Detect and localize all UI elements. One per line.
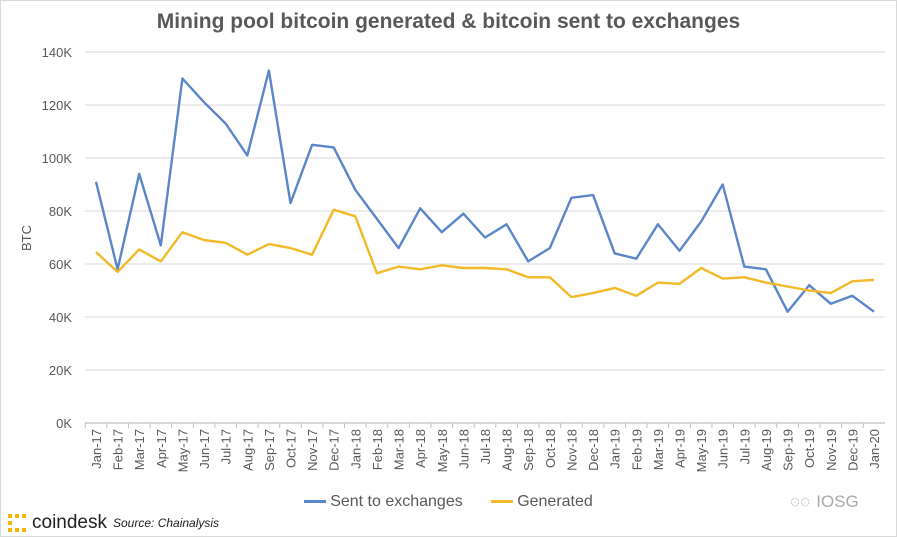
x-tick-label: Sep-18 [521, 429, 536, 471]
legend-swatch [491, 500, 514, 503]
x-tick-label: Jul-19 [737, 429, 752, 464]
x-tick-label: Jun-17 [197, 429, 212, 469]
watermark-text: IOSG [816, 492, 859, 511]
x-tick-label: Nov-19 [824, 429, 839, 471]
x-tick-label: Oct-18 [543, 429, 558, 468]
y-tick-label: 100K [42, 151, 73, 166]
x-tick-label: Feb-19 [629, 429, 644, 470]
legend-swatch [304, 500, 327, 503]
x-tick-label: Jan-18 [348, 429, 363, 469]
legend-item-sent: Sent to exchanges [304, 493, 463, 511]
legend-label: Generated [517, 492, 593, 510]
x-tick-label: Jun-19 [716, 429, 731, 469]
y-axis-label: BTC [19, 225, 34, 251]
legend-label: Sent to exchanges [330, 492, 463, 510]
brand-name: coindesk [32, 512, 107, 533]
x-tick-label: Jul-17 [219, 429, 234, 464]
y-tick-label: 80K [49, 204, 72, 219]
coindesk-brand: coindesk Source: Chainalysis [8, 512, 219, 534]
x-tick-label: May-18 [435, 429, 450, 472]
y-tick-label: 20K [49, 363, 72, 378]
x-tick-label: Jun-18 [456, 429, 471, 469]
x-tick-label: Jan-20 [867, 429, 882, 469]
x-tick-label: Mar-19 [651, 429, 666, 470]
y-tick-label: 40K [49, 310, 72, 325]
x-tick-label: Feb-17 [111, 429, 126, 470]
source-note: Source: Chainalysis [113, 516, 220, 530]
y-tick-label: 120K [42, 98, 73, 113]
x-tick-label: Dec-18 [586, 429, 601, 471]
y-tick-label: 140K [42, 45, 73, 60]
x-tick-label: Mar-18 [392, 429, 407, 470]
x-tick-label: Jan-19 [608, 429, 623, 469]
x-tick-label: May-19 [694, 429, 709, 472]
x-tick-label: Apr-17 [154, 429, 169, 468]
x-tick-label: Oct-19 [802, 429, 817, 468]
x-tick-label: Aug-17 [240, 429, 255, 471]
x-tick-label: Sep-17 [262, 429, 277, 471]
x-tick-label: Oct-17 [284, 429, 299, 468]
x-tick-label: Feb-18 [370, 429, 385, 470]
legend-item-generated: Generated [491, 493, 593, 511]
series-line-generated [95, 208, 875, 299]
x-tick-label: Aug-19 [759, 429, 774, 471]
y-tick-label: 0K [56, 416, 72, 431]
x-tick-label: May-17 [175, 429, 190, 472]
legend: Sent to exchanges Generated [0, 490, 897, 511]
x-tick-label: Mar-17 [132, 429, 147, 470]
x-tick-label: Apr-19 [673, 429, 688, 468]
x-tick-label: Dec-19 [845, 429, 860, 471]
x-tick-label: Sep-19 [781, 429, 796, 471]
x-tick-label: Dec-17 [327, 429, 342, 471]
x-tick-label: Jan-17 [89, 429, 104, 469]
x-tick-label: Nov-17 [305, 429, 320, 471]
series-line-sent-to-exchanges [94, 69, 875, 313]
wechat-icon: ◌◌ [790, 492, 811, 511]
watermark: ◌◌ IOSG [790, 492, 859, 512]
y-tick-label: 60K [49, 257, 72, 272]
coindesk-logo-icon [8, 514, 26, 532]
x-tick-label: Jul-18 [478, 429, 493, 464]
x-tick-label: Nov-18 [564, 429, 579, 471]
chart-title: Mining pool bitcoin generated & bitcoin … [156, 10, 741, 33]
x-tick-label: Apr-18 [413, 429, 428, 468]
x-tick-label: Aug-18 [500, 429, 515, 471]
